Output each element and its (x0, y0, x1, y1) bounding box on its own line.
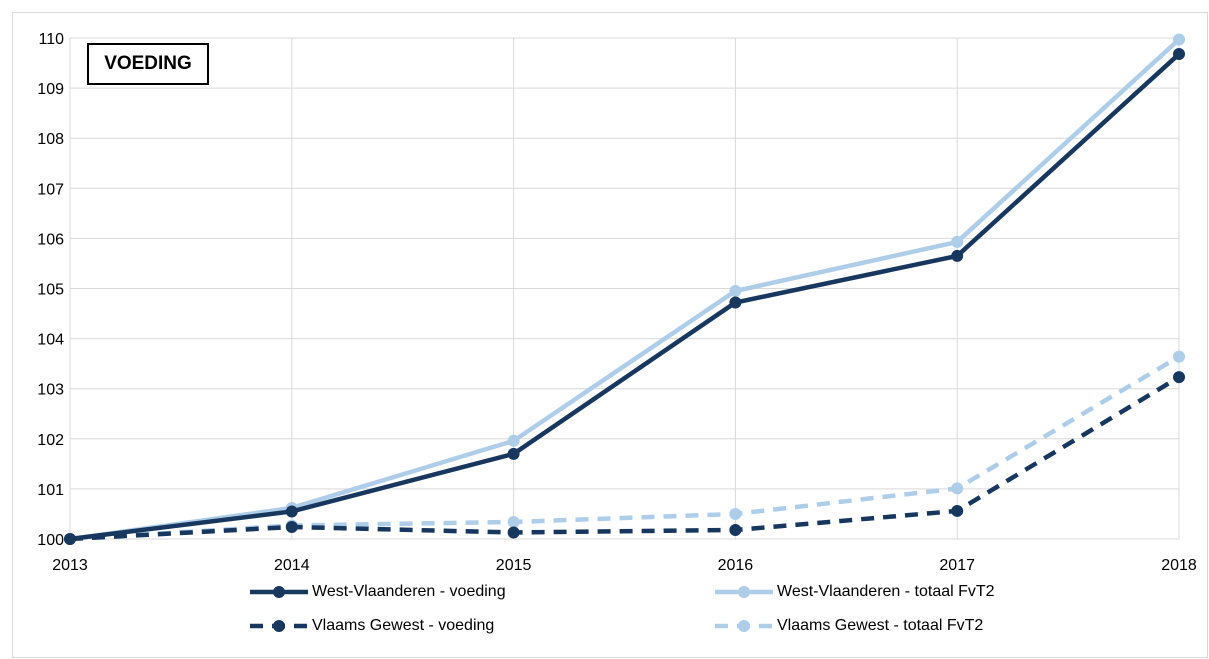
x-tick-label: 2017 (939, 557, 975, 574)
y-tick-label: 103 (37, 382, 64, 399)
y-tick-label: 106 (37, 231, 64, 248)
legend-label: West-Vlaanderen - totaal FvT2 (777, 583, 995, 600)
x-tick-label: 2014 (274, 557, 310, 574)
y-tick-label: 101 (37, 482, 64, 499)
series-point-3 (951, 482, 964, 495)
series-point-0 (507, 447, 520, 460)
legend-item: Vlaams Gewest - totaal FvT2 (713, 615, 983, 637)
x-tick-label: 2015 (496, 557, 532, 574)
series-point-1 (1173, 33, 1185, 46)
legend-swatch (250, 586, 308, 598)
legend-item: Vlaams Gewest - voeding (248, 615, 494, 637)
y-tick-label: 107 (37, 181, 64, 198)
series-point-0 (729, 296, 742, 309)
y-tick-label: 110 (38, 31, 64, 48)
y-tick-label: 108 (37, 131, 64, 148)
series-point-0 (285, 505, 298, 518)
y-tick-label: 109 (37, 81, 64, 98)
series-point-2 (1173, 371, 1185, 384)
chart-title: VOEDING (87, 43, 209, 85)
series-point-3 (507, 515, 520, 528)
series-line-3 (69, 354, 1181, 542)
series-line-1 (69, 37, 1181, 542)
series-point-2 (285, 520, 298, 533)
series-point-1 (951, 235, 964, 248)
chart-frame (12, 12, 1208, 658)
legend-item: West-Vlaanderen - totaal FvT2 (713, 581, 995, 603)
series-point-2 (507, 526, 520, 539)
series-point-2 (729, 523, 742, 536)
y-tick-labels: 100 101 102 103 104 105 106 107 108 109 110 (37, 31, 64, 549)
x-tick-label: 2016 (718, 557, 754, 574)
legend-label: Vlaams Gewest - totaal FvT2 (777, 617, 984, 634)
y-tick-label: 100 (37, 532, 64, 549)
series-lines (64, 33, 1185, 545)
legend-swatch (250, 620, 308, 632)
series-point-2 (951, 504, 964, 517)
y-tick-label: 104 (37, 332, 64, 349)
series-point-1 (729, 285, 742, 298)
series-point-0 (1173, 48, 1185, 61)
series-point-3 (1173, 350, 1185, 363)
x-tick-label: 2018 (1161, 557, 1197, 574)
legend-swatch (715, 586, 773, 598)
x-tick-labels: 2013 2014 2015 2016 2017 2018 (52, 557, 1197, 574)
gridlines (69, 37, 1180, 540)
series-point-0 (951, 249, 964, 262)
x-tick-label: 2013 (52, 557, 88, 574)
y-tick-label: 102 (37, 432, 64, 449)
series-point-3 (729, 507, 742, 520)
series-point-0 (64, 533, 76, 545)
legend-swatch (715, 620, 773, 632)
legend-label: Vlaams Gewest - voeding (312, 617, 495, 634)
series-line-0 (69, 52, 1181, 542)
legend-label: West-Vlaanderen - voeding (312, 583, 506, 600)
series-line-2 (69, 375, 1181, 542)
legend-item: West-Vlaanderen - voeding (248, 581, 506, 603)
series-point-1 (507, 434, 520, 447)
y-tick-label: 105 (37, 282, 64, 299)
